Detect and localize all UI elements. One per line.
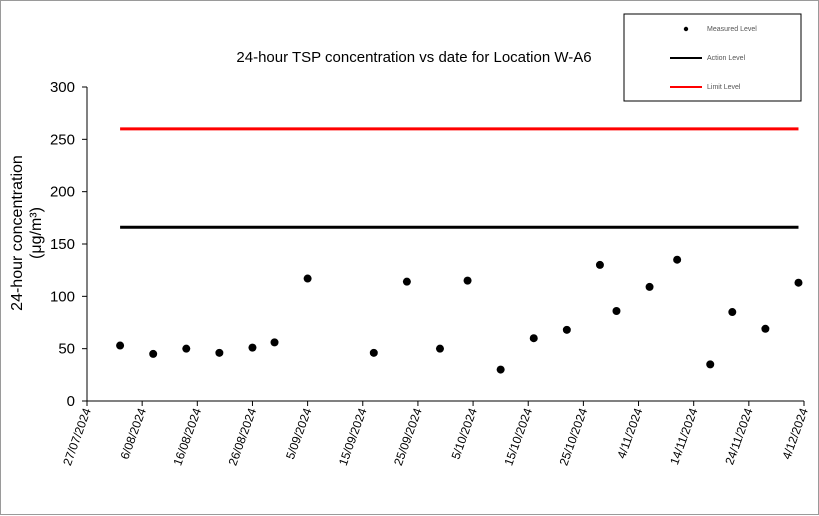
x-tick-label: 25/09/2024 [391, 406, 425, 468]
x-tick-label: 16/08/2024 [170, 406, 204, 468]
measured-point [149, 349, 158, 358]
y-tick-label: 200 [50, 184, 75, 201]
measured-point [369, 348, 378, 357]
x-tick-label: 26/08/2024 [226, 406, 260, 468]
legend-label-measured: Measured Level [707, 26, 757, 33]
chart-title: 24-hour TSP concentration vs date for Lo… [236, 49, 591, 66]
measured-point [562, 325, 571, 334]
measured-point [303, 274, 312, 283]
legend-label-action: Action Level [707, 55, 746, 62]
x-tick-label: 24/11/2024 [722, 406, 756, 467]
measured-point [496, 365, 505, 374]
y-tick-label: 150 [50, 236, 75, 253]
y-tick-label: 300 [50, 79, 75, 96]
x-tick-label: 5/09/2024 [283, 406, 315, 461]
measured-point [612, 306, 621, 315]
measured-point [435, 344, 444, 353]
y-axis-label: 24-hour concentration (μg/m³) [9, 155, 45, 311]
legend-box [623, 13, 802, 102]
measured-point [595, 260, 604, 269]
x-tick-label: 14/11/2024 [667, 406, 701, 467]
plot-area: 0 50 100 150 200 250 300 27/07/2024 6/08/2024 16/… [50, 79, 811, 467]
measured-point [402, 277, 411, 286]
y-tick-label: 50 [58, 341, 75, 358]
legend: Measured Level Action Level Limit Level [623, 13, 802, 102]
measured-point [728, 308, 737, 317]
x-tick-label: 4/12/2024 [779, 406, 811, 461]
x-tick-label: 15/09/2024 [336, 406, 370, 468]
measured-point [215, 348, 224, 357]
measured-point [116, 341, 125, 350]
measured-point [182, 344, 191, 353]
measured-point [673, 255, 682, 264]
y-axis-label-line2: (μg/m³) [28, 207, 45, 259]
measured-point [794, 278, 803, 287]
x-tick-label: 25/10/2024 [557, 406, 591, 468]
x-tick-label: 5/10/2024 [448, 406, 480, 461]
measured-point [270, 338, 279, 347]
y-axis-label-line1: 24-hour concentration [9, 155, 26, 311]
measured-point [645, 282, 654, 291]
measured-point [248, 343, 257, 352]
measured-point [463, 276, 472, 285]
legend-label-limit: Limit Level [707, 84, 741, 91]
x-tick-label: 15/10/2024 [501, 406, 535, 468]
measured-point [761, 324, 770, 333]
measured-point [529, 334, 538, 343]
y-tick-label: 0 [67, 393, 75, 410]
y-tick-label: 100 [50, 288, 75, 305]
x-tick-label: 6/08/2024 [118, 406, 150, 461]
y-tick-label: 250 [50, 131, 75, 148]
x-tick-label: 4/11/2024 [614, 406, 645, 460]
measured-point [706, 360, 715, 369]
legend-marker-measured [683, 26, 689, 32]
x-tick-label: 27/07/2024 [60, 406, 94, 468]
